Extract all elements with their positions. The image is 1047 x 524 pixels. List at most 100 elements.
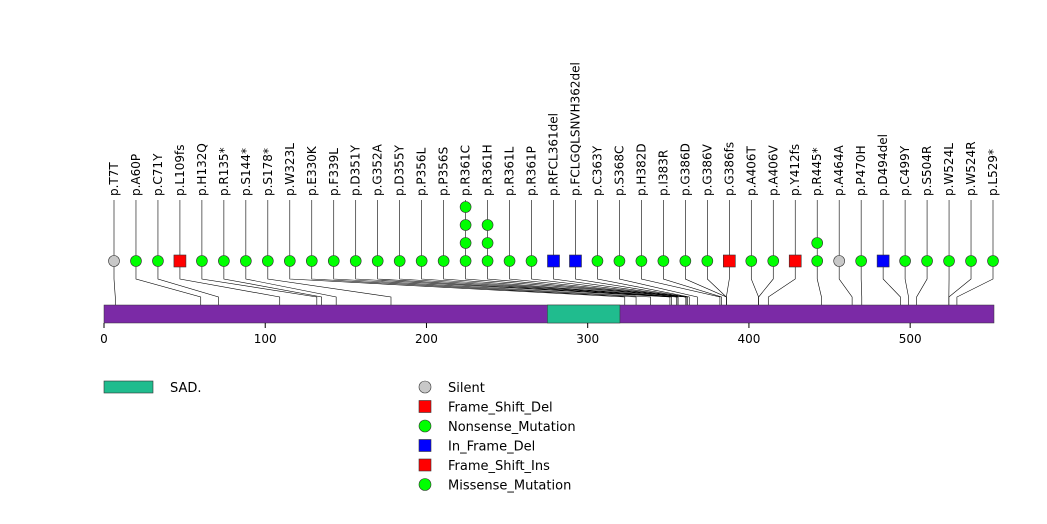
mutation-marker[interactable]	[701, 255, 714, 267]
mutation-marker[interactable]	[349, 255, 362, 267]
mutation-marker[interactable]	[130, 255, 142, 267]
mutation-marker[interactable]	[262, 255, 274, 267]
mutation-marker[interactable]	[876, 254, 890, 268]
connector-lines	[113, 261, 994, 305]
mutation-connector	[948, 261, 972, 305]
mutation-marker[interactable]	[921, 255, 933, 267]
mutation-marker[interactable]	[547, 254, 560, 268]
mutation-label: p.D355Y	[393, 144, 407, 196]
legend: SAD. Silent Frame_Shift_Del Nonsense_Mutati…	[103, 380, 576, 494]
mutation-marker[interactable]	[173, 254, 187, 268]
mutation-label: p.D494del	[876, 134, 890, 196]
mutation-label: p.C363Y	[590, 145, 604, 196]
mutation-marker[interactable]	[833, 255, 845, 267]
mutation-marker[interactable]	[503, 255, 516, 267]
mutation-connector	[575, 261, 688, 305]
mutation-label: p.G386fs	[722, 142, 736, 196]
legend-type-swatch	[418, 458, 432, 472]
mutation-label: p.S368C	[612, 146, 626, 196]
mutation-marker[interactable]	[745, 255, 758, 267]
mutation-label: p.G352A	[371, 143, 385, 196]
mutation-connector	[838, 261, 853, 305]
mutation-label: p.H132Q	[195, 143, 209, 196]
mutation-marker[interactable]	[371, 255, 384, 267]
mutation-marker[interactable]	[459, 255, 472, 267]
legend-type-swatch	[418, 400, 432, 413]
mutation-marker[interactable]	[899, 255, 911, 267]
x-axis: 0 100 200 300 400 500	[100, 323, 922, 346]
mutation-connector	[767, 261, 796, 305]
mutation-label: p.P470H	[854, 145, 868, 196]
mutation-marker[interactable]	[152, 255, 164, 267]
mutation-label: p.L109fs	[173, 145, 187, 197]
mutation-marker[interactable]	[943, 255, 955, 267]
mutation-marker[interactable]	[459, 201, 472, 213]
mutation-marker[interactable]	[218, 255, 230, 267]
mutation-connector	[904, 261, 909, 305]
mutation-label: p.R361P	[525, 146, 539, 196]
mutation-marker[interactable]	[459, 219, 472, 231]
mutation-connector	[443, 261, 679, 305]
mutation-label: p.R361L	[503, 146, 517, 196]
legend-type-label: In_Frame_Del	[448, 440, 535, 455]
mutation-marker[interactable]	[196, 255, 208, 267]
mutation-connector	[707, 261, 727, 305]
legend-type-label: Silent	[448, 381, 485, 396]
mutation-label: p.P356S	[437, 147, 451, 196]
mutation-marker[interactable]	[481, 255, 494, 267]
legend-type-label: Frame_Shift_Ins	[448, 459, 550, 474]
mutation-marker[interactable]	[965, 255, 977, 267]
mutation-label: p.R135*	[217, 147, 231, 196]
mutation-marker[interactable]	[788, 254, 802, 268]
mutation-marker[interactable]	[811, 255, 824, 267]
mutation-marker[interactable]	[635, 255, 648, 267]
mutation-marker[interactable]	[415, 255, 428, 267]
mutation-marker[interactable]	[657, 255, 670, 267]
mutation-markers	[108, 201, 999, 268]
mutation-marker[interactable]	[108, 255, 120, 267]
mutation-marker[interactable]	[767, 255, 780, 267]
mutation-marker[interactable]	[240, 255, 252, 267]
legend-type-label: Nonsense_Mutation	[448, 420, 576, 435]
mutation-label: p.W323L	[283, 143, 297, 196]
mutation-marker[interactable]	[613, 255, 626, 267]
mutation-connector	[531, 261, 687, 305]
mutation-marker[interactable]	[987, 255, 999, 267]
mutation-marker[interactable]	[855, 255, 867, 267]
legend-type-swatch	[418, 419, 432, 433]
mutation-label: p.A60P	[129, 154, 143, 196]
mutation-marker[interactable]	[393, 255, 406, 267]
mutation-marker[interactable]	[305, 255, 318, 267]
mutation-marker[interactable]	[569, 254, 582, 268]
mutation-marker[interactable]	[591, 255, 604, 267]
mutation-label: p.D351Y	[349, 144, 363, 196]
mutation-marker[interactable]	[722, 254, 736, 268]
legend-domain-swatch	[103, 380, 154, 394]
mutation-marker[interactable]	[679, 255, 692, 267]
mutation-connector	[663, 261, 722, 305]
legend-domain-label: SAD.	[170, 381, 202, 396]
mutation-marker[interactable]	[327, 255, 340, 267]
mutation-marker[interactable]	[459, 237, 472, 249]
mutation-marker[interactable]	[481, 237, 494, 249]
mutation-connector	[882, 261, 901, 305]
mutation-marker[interactable]	[811, 237, 824, 249]
mutation-connector	[135, 261, 202, 305]
mutation-connector	[726, 261, 730, 305]
mutation-label: p.C499Y	[898, 145, 912, 196]
mutation-marker[interactable]	[525, 255, 538, 267]
mutation-label: p.R361C	[459, 145, 473, 196]
mutation-connector	[157, 261, 219, 305]
mutation-connector	[245, 261, 337, 305]
mutation-label: p.W524L	[942, 143, 956, 196]
mutation-marker[interactable]	[481, 219, 494, 231]
mutation-label: p.S144*	[239, 148, 253, 196]
mutation-connector	[758, 261, 774, 305]
axis-tick-label: 300	[576, 332, 599, 346]
mutation-connector	[355, 261, 671, 305]
mutation-marker[interactable]	[437, 255, 450, 267]
protein-track	[103, 304, 995, 324]
mutation-marker[interactable]	[283, 255, 296, 267]
mutation-label: p.R445*	[810, 147, 824, 196]
